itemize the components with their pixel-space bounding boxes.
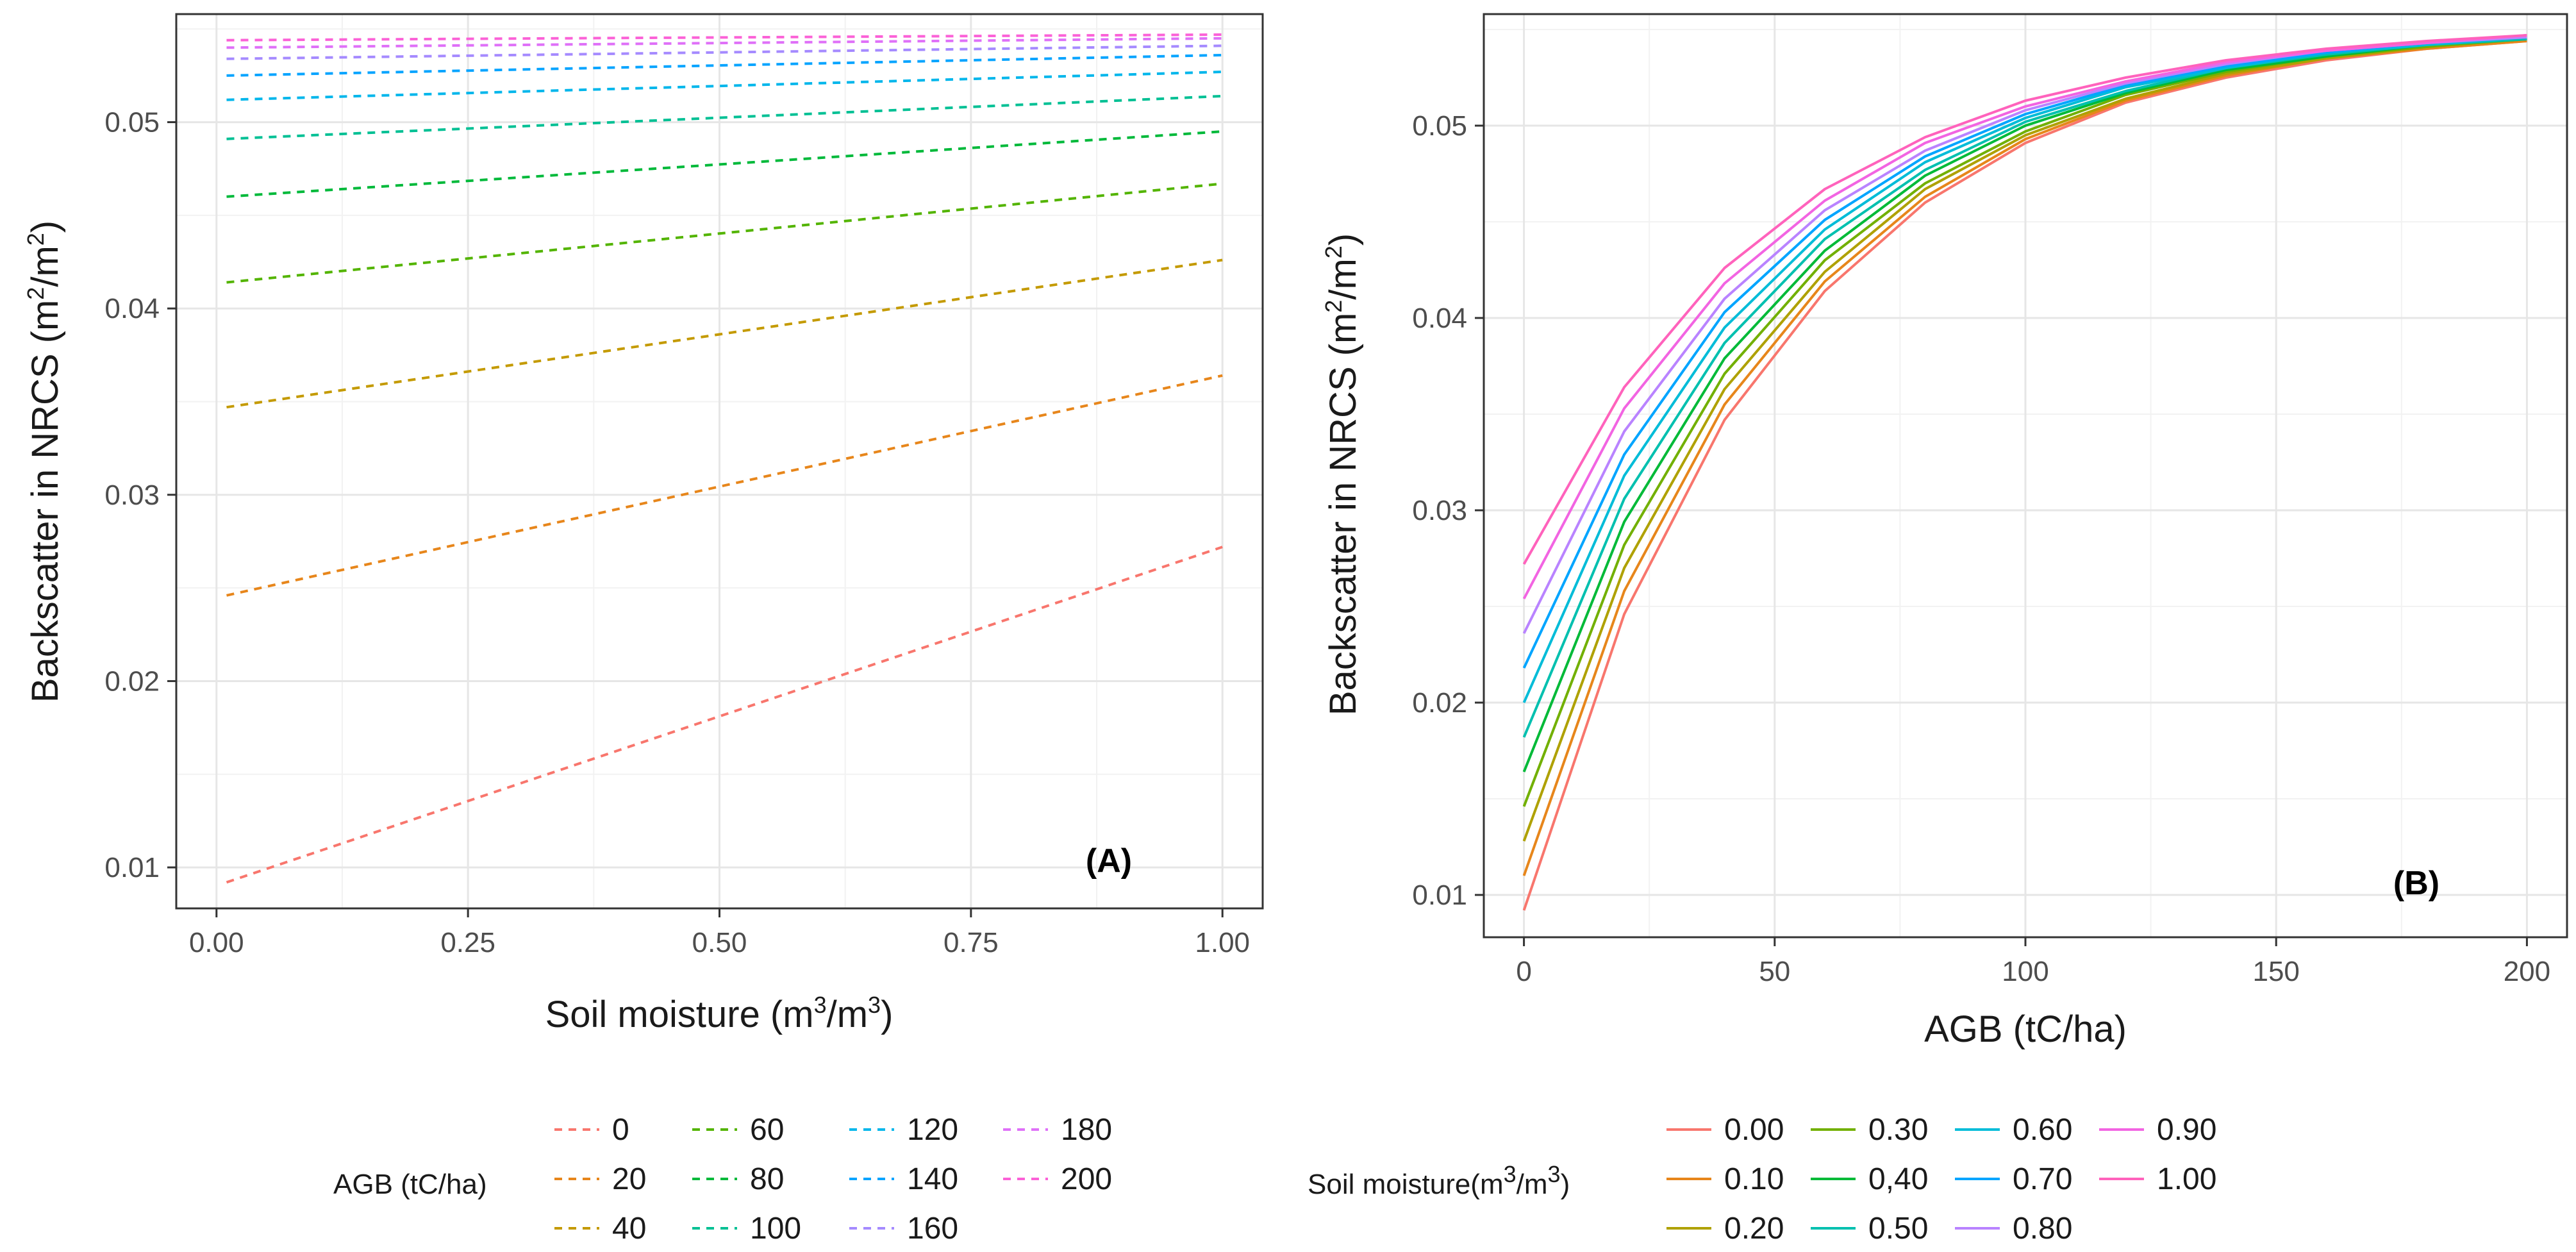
legend-label: 0,40 (1868, 1162, 1928, 1196)
panel-b: 0 50 100 150 200 0.01 0.02 0.03 0.04 0.05 (B) AG… (1320, 13, 2568, 1050)
y-tick-label: 0.02 (1412, 687, 1467, 719)
x-tick-label: 100 (2002, 956, 2048, 987)
x-tick-label: 1.00 (1195, 927, 1250, 958)
legend-label: 0.80 (2013, 1212, 2072, 1246)
x-tick-label: 0.50 (692, 927, 747, 958)
legend-label: 0.70 (2013, 1162, 2072, 1196)
y-tick-label: 0.01 (104, 852, 160, 883)
panel-b-grid (1484, 14, 2567, 937)
y-tick-label: 0.03 (104, 480, 160, 511)
panel-a-y-axis-title: Backscatter in NRCS (m2/m2) (22, 221, 66, 703)
legend-label: 0.30 (1868, 1113, 1928, 1147)
legend-label: 160 (907, 1212, 958, 1246)
legend-label: 180 (1061, 1113, 1112, 1147)
legend-label: 0.20 (1724, 1212, 1784, 1246)
y-tick-label: 0.05 (1412, 110, 1467, 142)
panel-b-tag: (B) (2393, 865, 2439, 902)
panel-b-legend-items: 0.00 0.10 0.20 0.30 0,40 0.50 0.60 0.70 0.80 0.90… (1666, 1113, 2216, 1246)
legend-label: 40 (612, 1212, 646, 1246)
panel-a-legend-items: 0 20 40 60 80 100 120 140 160 180 200 (554, 1113, 1112, 1246)
panel-b-y-ticks: 0.01 0.02 0.03 0.04 0.05 (1412, 110, 1484, 911)
legend-label: 140 (907, 1162, 958, 1196)
panel-a-legend: AGB (tC/ha) 0 20 40 60 80 100 120 140 160 180 200 (333, 1113, 1112, 1246)
legend-label: 100 (750, 1212, 801, 1246)
panel-b-x-axis-title: AGB (tC/ha) (1924, 1008, 2127, 1050)
panel-a-tag: (A) (1086, 842, 1132, 880)
panel-b-legend: Soil moisture(m3/m3) 0.00 0.10 0.20 0.30 0,4… (1308, 1113, 2216, 1246)
series-line-0 (226, 546, 1223, 884)
legend-label: 0.10 (1724, 1162, 1784, 1196)
y-tick-label: 0.04 (1412, 303, 1467, 334)
x-tick-label: 0.25 (440, 927, 495, 958)
x-tick-label: 50 (1759, 956, 1790, 987)
legend-label: 0.90 (2157, 1113, 2216, 1147)
series-line-160 (226, 44, 1223, 60)
series-line-20 (226, 374, 1223, 597)
legend-label: 0.00 (1724, 1113, 1784, 1147)
legend-label: 1.00 (2157, 1162, 2216, 1196)
series-line-80 (226, 130, 1223, 198)
legend-label: 0.50 (1868, 1212, 1928, 1246)
y-tick-label: 0.01 (1412, 880, 1467, 911)
y-tick-label: 0.05 (104, 107, 160, 138)
series-line-180 (226, 37, 1223, 49)
x-tick-label: 0 (1516, 956, 1531, 987)
legend-label: 20 (612, 1162, 646, 1196)
series-line-120 (226, 71, 1223, 101)
legend-label: 120 (907, 1113, 958, 1147)
legend-label: 0 (612, 1113, 629, 1147)
panel-b-x-ticks: 0 50 100 150 200 (1516, 937, 2550, 987)
panel-a-y-ticks: 0.01 0.02 0.03 0.04 0.05 (104, 107, 176, 883)
series-line-140 (226, 53, 1223, 77)
x-tick-label: 150 (2252, 956, 2299, 987)
legend-label: 0.60 (2013, 1113, 2072, 1147)
series-line-1-00 (1522, 34, 2527, 565)
y-tick-label: 0.02 (104, 665, 160, 697)
panel-b-legend-title: Soil moisture(m3/m3) (1308, 1161, 1570, 1200)
legend-label: 80 (750, 1162, 784, 1196)
x-tick-label: 200 (2504, 956, 2550, 987)
panel-a-series (226, 33, 1223, 884)
series-line-60 (226, 182, 1223, 284)
panel-b-series (1522, 34, 2527, 911)
series-line-0-90 (1522, 34, 2527, 599)
legend-label: 60 (750, 1113, 784, 1147)
x-tick-label: 0.75 (943, 927, 999, 958)
legend-label: 200 (1061, 1162, 1112, 1196)
panel-a: 0.00 0.25 0.50 0.75 1.00 0.010.020.030.040.0… (22, 13, 1264, 1035)
y-tick-label: 0.03 (1412, 495, 1467, 526)
panel-a-x-axis-title: Soil moisture (m3/m3) (545, 992, 893, 1035)
panel-a-x-ticks: 0.00 0.25 0.50 0.75 1.00 (189, 908, 1250, 958)
series-line-200 (226, 33, 1223, 42)
y-tick-label: 0.04 (104, 293, 160, 324)
x-tick-label: 0.00 (189, 927, 244, 958)
panel-a-legend-title: AGB (tC/ha) (333, 1169, 487, 1200)
series-line-40 (226, 258, 1223, 409)
panel-b-y-axis-title: Backscatter in NRCS (m2/m2) (1320, 233, 1364, 715)
series-line-100 (226, 94, 1223, 140)
